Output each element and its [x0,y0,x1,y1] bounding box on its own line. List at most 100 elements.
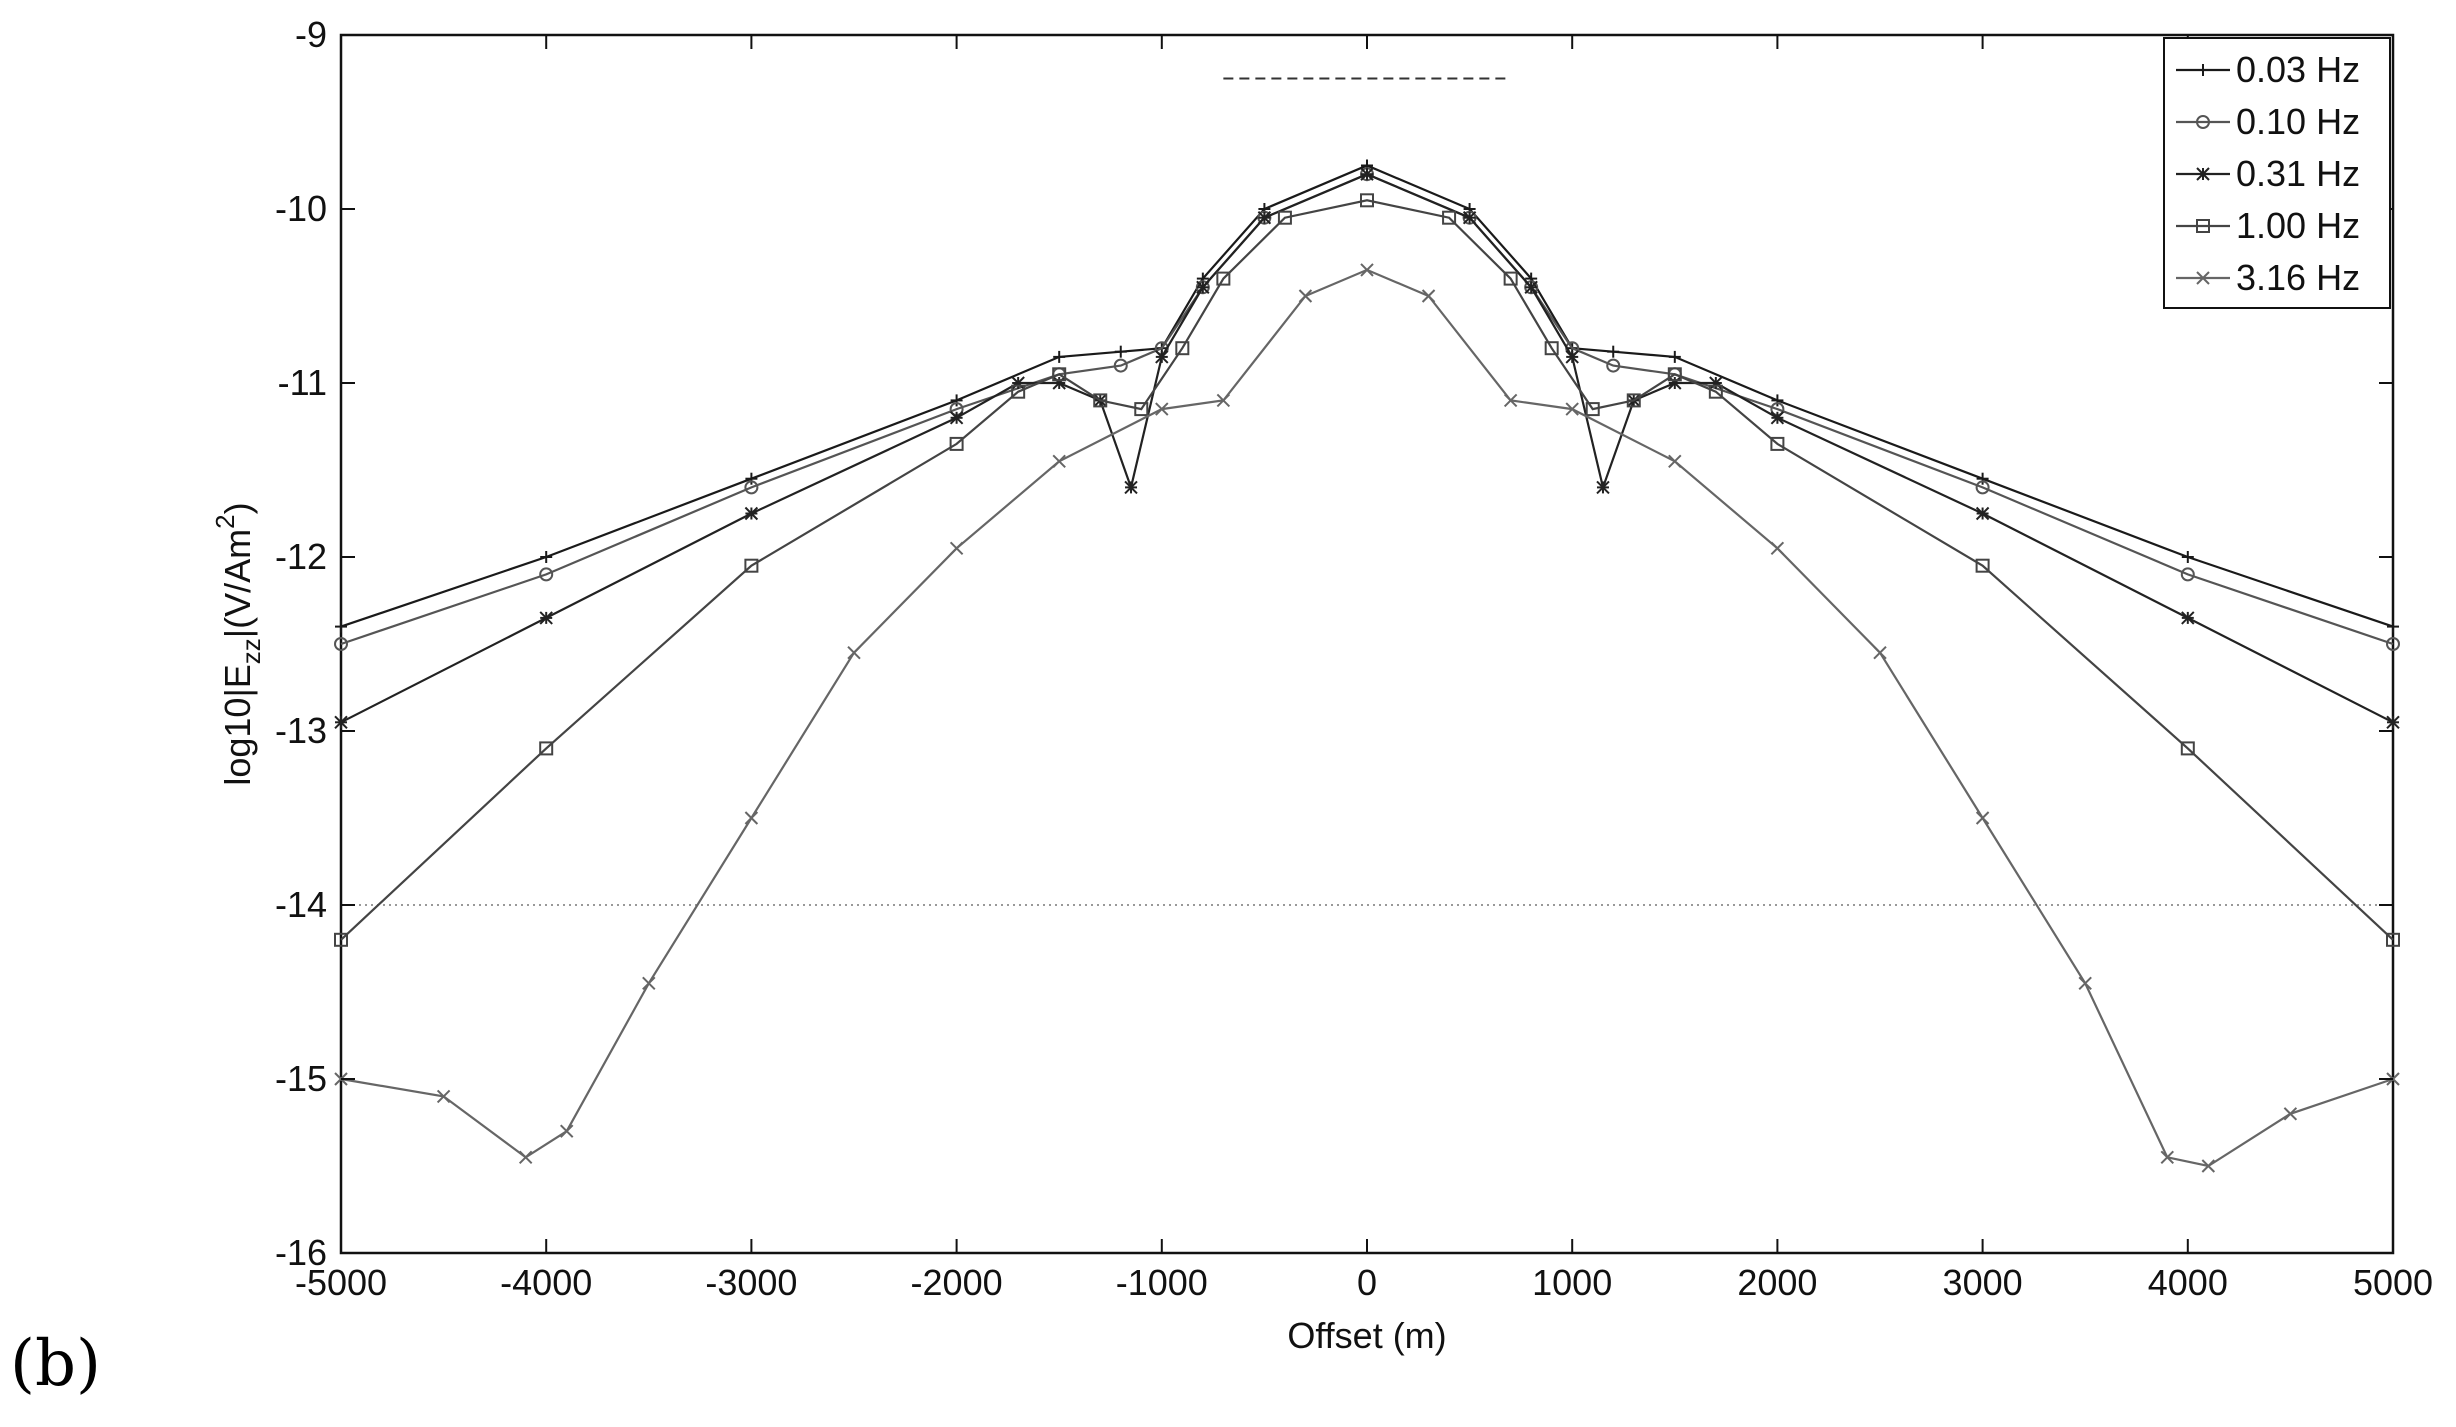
data-point [642,976,656,991]
data-point [1216,271,1231,286]
data-point-stroke [949,411,964,425]
data-point-stroke [744,811,759,825]
data-point-stroke [1770,436,1785,451]
data-point-stroke [1442,210,1457,225]
legend-label: 1.00 Hz [2236,205,2360,246]
data-point [1503,271,1518,286]
data-point-stroke [1668,454,1682,469]
x-axis-label: Offset (m) [1287,1315,1446,1356]
data-point-stroke [436,1089,451,1104]
data-point-stroke [1216,271,1231,286]
data-point [1770,436,1785,451]
data-point-stroke [1360,167,1374,181]
panel-label: (b) [10,1327,101,1401]
series-line [340,199,2394,941]
data-point-stroke [2201,1159,2216,1173]
data-point-stroke [1257,210,1272,225]
data-point [949,411,964,425]
y-tick-label: -9 [295,14,327,55]
data-point [847,645,861,660]
data-point-stroke [642,976,656,991]
data-point [1975,811,1990,825]
data-point-stroke [1975,558,1990,573]
data-point [2180,567,2195,582]
data-point [1565,402,1579,416]
data-point-stroke [1052,454,1066,469]
data-point [1975,506,1990,521]
data-point-stroke [1113,358,1128,373]
data-point [1360,263,1374,277]
data-point-stroke [334,637,348,651]
data-point [744,506,759,521]
data-point-stroke [1052,376,1066,390]
data-point [1134,402,1149,417]
data-point [2181,551,2194,563]
data-point [539,567,554,582]
data-point [518,1150,533,1165]
data-point [1462,210,1477,225]
legend-label: 3.16 Hz [2236,257,2360,298]
legend-entry: 3.16 Hz [2176,257,2360,298]
y-label-post: ) [217,502,258,514]
data-point [1596,480,1610,495]
data-point [1668,376,1682,390]
data-point [540,551,553,563]
data-point-stroke [1524,280,1538,295]
legend-entry: 0.31 Hz [2176,153,2360,194]
data-point [2180,741,2195,756]
data-point-stroke [539,611,553,625]
data-point-stroke [744,558,759,573]
data-point [1503,393,1518,408]
data-point [2283,1107,2298,1121]
data-point [1626,393,1641,408]
y-label-sub: zz [236,638,266,664]
data-point [1771,394,1784,407]
data-point [1196,280,1210,295]
data-point [1113,358,1128,373]
data-point [2160,1150,2174,1165]
data-point-stroke [1544,341,1559,356]
data-point-stroke [2078,976,2092,991]
data-point-stroke [1011,376,1025,390]
data-point-stroke [560,1124,574,1138]
data-point-stroke [744,506,759,521]
x-tick-label: 2000 [1737,1262,1817,1303]
data-point [745,472,758,485]
data-point [1052,454,1066,469]
data-point [1544,341,1559,356]
data-point-stroke [1175,341,1190,356]
x-tick-label: 3000 [1943,1262,2023,1303]
data-point-stroke [539,567,554,582]
legend-marker [2196,115,2210,129]
legend-label: 0.03 Hz [2236,49,2360,90]
data-point-stroke [2180,741,2195,756]
axis-ticks: -5000 -4000 -3000 -2000 -1000 0 1000 2000 3000 40… [275,14,2433,1303]
data-point [1114,345,1127,358]
data-point [950,394,963,407]
legend-marker [2197,64,2209,76]
data-point [1360,193,1374,208]
data-point [1668,350,1681,363]
data-point-stroke [1585,402,1600,417]
data-point-stroke [2160,1150,2174,1165]
data-point [949,436,964,451]
legend-marker [2196,219,2210,233]
data-point-stroke [2386,715,2400,730]
y-tick-label: -12 [275,536,327,577]
y-tick-label: -14 [275,884,327,925]
x-tick-label: -2000 [911,1262,1003,1303]
data-point-stroke [1503,393,1518,408]
data-point [1421,289,1436,303]
data-point [1011,384,1026,399]
data-point-stroke [1124,480,1138,495]
data-point-stroke [1093,393,1108,408]
data-point [1585,402,1600,417]
data-point-stroke [1155,350,1169,364]
y-tick-label: -16 [275,1232,327,1273]
data-point-stroke [847,645,861,660]
data-point [1668,454,1682,469]
data-point [1257,210,1272,225]
data-point [1565,350,1579,364]
data-point-stroke [1709,376,1723,390]
